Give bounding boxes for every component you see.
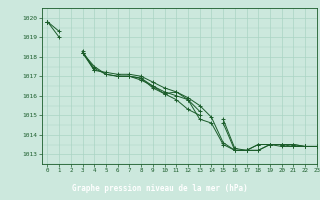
- Text: Graphe pression niveau de la mer (hPa): Graphe pression niveau de la mer (hPa): [72, 184, 248, 193]
